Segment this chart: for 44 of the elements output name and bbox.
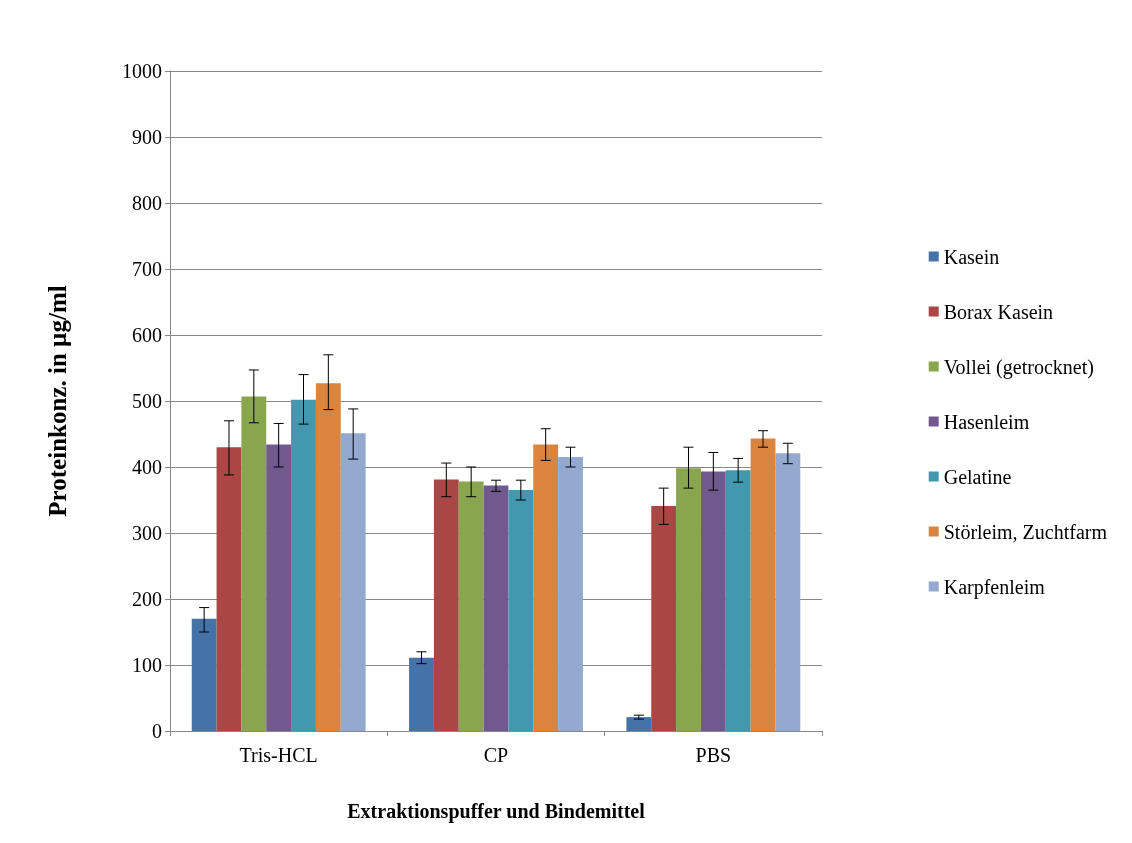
bar bbox=[676, 468, 701, 731]
bar bbox=[291, 399, 316, 731]
y-tick-label: 600 bbox=[132, 324, 162, 346]
legend-label: Störleim, Zuchtfarm bbox=[943, 520, 1108, 543]
bar bbox=[725, 470, 751, 731]
y-axis-title: Proteinkonz. in µg/ml bbox=[44, 285, 71, 517]
bar bbox=[558, 457, 583, 731]
y-tick-label: 500 bbox=[132, 390, 162, 412]
y-tick-label: 300 bbox=[132, 522, 162, 544]
legend-label: Gelatine bbox=[943, 465, 1012, 488]
legend-label: Karpfenleim bbox=[943, 575, 1046, 599]
y-tick-label: 900 bbox=[132, 126, 162, 148]
bar bbox=[533, 444, 559, 731]
y-tick-label: 800 bbox=[132, 192, 162, 214]
bar bbox=[433, 479, 459, 731]
bar bbox=[626, 717, 652, 731]
legend-label: Kasein bbox=[943, 245, 1000, 268]
bar bbox=[483, 485, 509, 731]
x-tick-label: PBS bbox=[695, 744, 732, 766]
bar bbox=[191, 618, 217, 731]
bar bbox=[458, 481, 484, 731]
bar bbox=[340, 433, 366, 731]
bar bbox=[315, 383, 341, 731]
bar bbox=[241, 396, 267, 731]
legend-label: Borax Kasein bbox=[943, 300, 1054, 323]
bar bbox=[266, 444, 292, 731]
bar bbox=[775, 453, 801, 731]
bar bbox=[508, 490, 534, 731]
bar bbox=[750, 438, 776, 731]
x-tick-label: CP bbox=[483, 744, 509, 766]
bar bbox=[700, 471, 726, 731]
y-tick-label: 400 bbox=[132, 456, 162, 478]
y-tick-label: 0 bbox=[152, 720, 162, 742]
x-axis-title: Extraktionspuffer und Bindemittel bbox=[347, 800, 646, 823]
y-tick-label: 100 bbox=[132, 654, 162, 676]
x-tick-label: Tris-HCL bbox=[239, 744, 318, 766]
legend-label: Hasenleim bbox=[943, 410, 1030, 433]
y-tick-label: 700 bbox=[132, 258, 162, 280]
bar bbox=[409, 657, 434, 731]
y-tick-label: 200 bbox=[132, 588, 162, 610]
y-tick-label: 1000 bbox=[122, 60, 162, 82]
bar bbox=[216, 447, 242, 731]
bar bbox=[651, 505, 677, 731]
legend-label: Vollei (getrocknet) bbox=[943, 355, 1094, 379]
